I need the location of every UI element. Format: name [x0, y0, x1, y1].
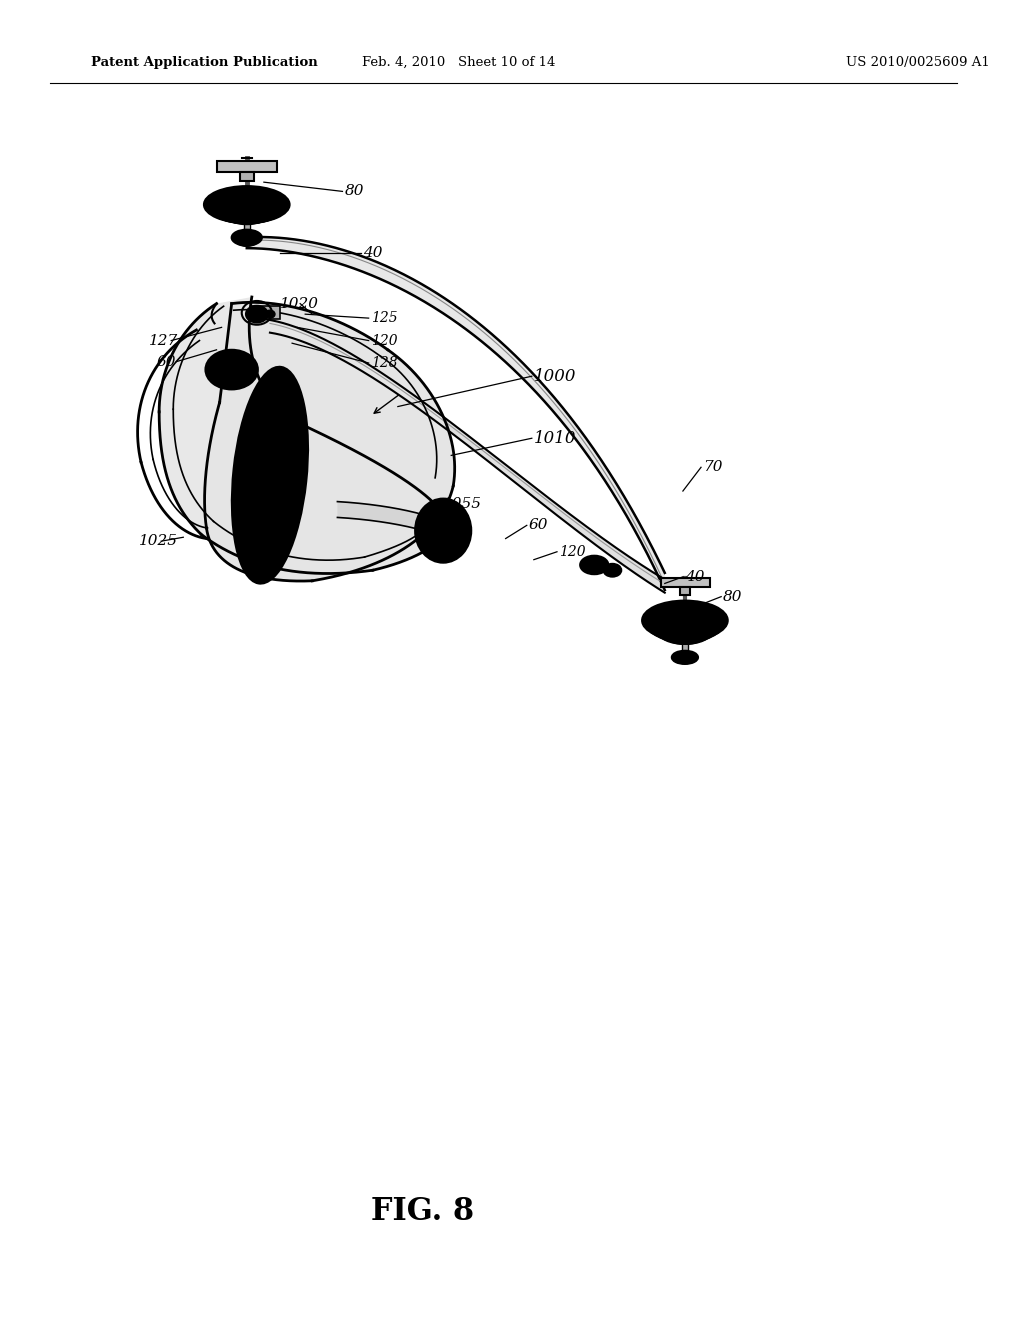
Ellipse shape [255, 310, 265, 318]
Ellipse shape [581, 556, 608, 574]
Polygon shape [205, 302, 455, 581]
Ellipse shape [658, 620, 711, 644]
Ellipse shape [220, 201, 273, 223]
Text: 120: 120 [371, 334, 397, 347]
Text: 125: 125 [371, 312, 397, 325]
Ellipse shape [214, 197, 280, 223]
Text: 80: 80 [723, 590, 742, 603]
Polygon shape [216, 161, 276, 172]
Ellipse shape [421, 506, 466, 556]
Ellipse shape [437, 524, 450, 537]
Ellipse shape [210, 356, 254, 388]
Text: US 2010/0025609 A1: US 2010/0025609 A1 [846, 55, 990, 69]
Text: 1020: 1020 [280, 297, 319, 310]
Ellipse shape [265, 310, 275, 318]
Polygon shape [240, 172, 254, 181]
Text: 70: 70 [703, 461, 723, 474]
Ellipse shape [209, 191, 285, 223]
Ellipse shape [647, 607, 723, 642]
Ellipse shape [206, 350, 258, 389]
Text: 1010: 1010 [534, 430, 577, 446]
Text: 60: 60 [156, 355, 176, 368]
Ellipse shape [652, 614, 717, 643]
Text: 127: 127 [150, 334, 178, 347]
Text: Patent Application Publication: Patent Application Publication [91, 55, 317, 69]
Polygon shape [159, 297, 449, 573]
Text: 40: 40 [685, 570, 705, 583]
Ellipse shape [416, 499, 471, 562]
Ellipse shape [231, 230, 262, 246]
Text: 80: 80 [344, 185, 364, 198]
Ellipse shape [672, 651, 698, 664]
Ellipse shape [232, 367, 307, 583]
Ellipse shape [642, 601, 728, 640]
Text: 1055: 1055 [443, 498, 482, 511]
Text: 1025: 1025 [139, 535, 178, 548]
Polygon shape [252, 306, 280, 319]
Ellipse shape [204, 186, 290, 223]
Text: 120: 120 [559, 545, 586, 558]
Polygon shape [267, 319, 665, 593]
Text: 60: 60 [528, 519, 548, 532]
Text: 40: 40 [362, 247, 382, 260]
Polygon shape [680, 587, 690, 595]
Ellipse shape [603, 564, 622, 577]
Polygon shape [660, 578, 710, 587]
Text: 128: 128 [371, 356, 397, 370]
Text: FIG. 8: FIG. 8 [372, 1196, 474, 1228]
Text: 1000: 1000 [534, 368, 577, 384]
Text: Feb. 4, 2010   Sheet 10 of 14: Feb. 4, 2010 Sheet 10 of 14 [361, 55, 555, 69]
Ellipse shape [246, 305, 268, 323]
Polygon shape [338, 502, 443, 537]
Polygon shape [244, 238, 665, 590]
